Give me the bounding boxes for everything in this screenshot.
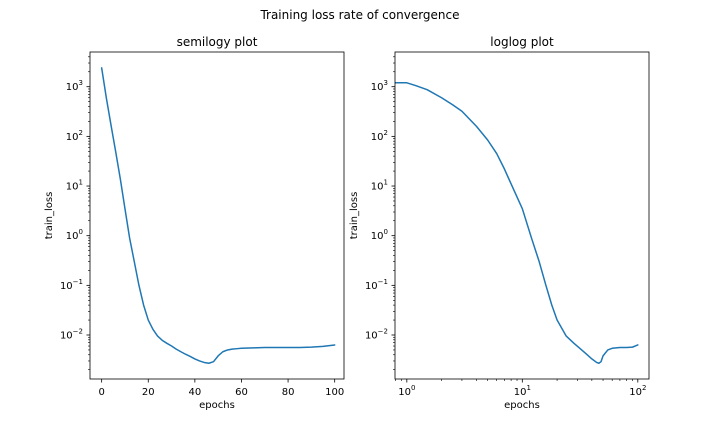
semilogy-x-tick-label: 60	[235, 387, 248, 398]
loglog-y-axis-label: train_loss	[349, 192, 360, 240]
semilogy-title: semilogy plot	[177, 35, 258, 49]
loglog-x-tick-label: 101	[514, 384, 531, 398]
loglog-y-tick-label: 10−2	[365, 328, 388, 342]
figure-suptitle: Training loss rate of convergence	[259, 8, 459, 22]
semilogy-y-tick-label: 100	[66, 228, 83, 242]
semilogy-x-tick-label: 80	[282, 387, 295, 398]
semilogy-y-tick-label: 101	[66, 179, 83, 193]
semilogy-loss-line	[100, 67, 336, 364]
semilogy-axes: 10−2 10−1 100 101 102 103 0 20 40 60 80 100 semilogy…	[44, 35, 345, 411]
loglog-x-tick-label: 100	[398, 384, 415, 398]
semilogy-x-tick-label: 100	[325, 387, 344, 398]
loglog-y-tick-label: 102	[371, 129, 388, 143]
semilogy-y-tick-label: 10−1	[60, 278, 83, 292]
loglog-y-tick-label: 10−1	[365, 278, 388, 292]
loglog-y-tick-label: 101	[371, 179, 388, 193]
loglog-x-tick-label: 102	[629, 384, 646, 398]
semilogy-x-axis-label: epochs	[199, 400, 235, 411]
loglog-y-tick-label: 103	[371, 79, 388, 93]
loglog-y-tick-label: 100	[371, 228, 388, 242]
semilogy-y-tick-label: 10−2	[60, 328, 83, 342]
semilogy-plot-frame	[89, 51, 345, 380]
semilogy-x-tick-label: 20	[142, 387, 155, 398]
semilogy-x-tick-label: 40	[188, 387, 201, 398]
loglog-axes: 10−2 10−1 100 101 102 103 100 101 102 loglog plot…	[349, 35, 650, 411]
semilogy-y-tick-label: 103	[66, 79, 83, 93]
loglog-title: loglog plot	[490, 35, 554, 49]
loglog-x-axis-label: epochs	[504, 400, 540, 411]
semilogy-y-tick-label: 102	[66, 129, 83, 143]
semilogy-x-tick-label: 0	[98, 387, 104, 398]
loglog-plot-frame	[394, 51, 650, 380]
semilogy-y-axis-label: train_loss	[44, 192, 55, 240]
loglog-loss-line	[395, 82, 639, 364]
